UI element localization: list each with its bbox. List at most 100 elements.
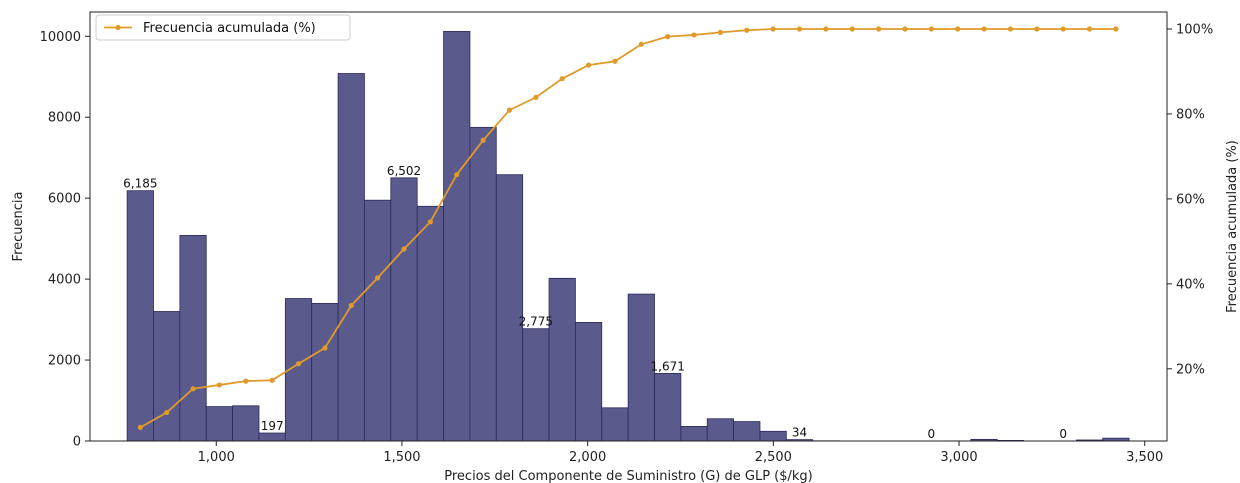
y2-tick-label: 80%	[1176, 107, 1205, 122]
cumulative-series-line	[139, 28, 1116, 429]
histogram-bar	[258, 432, 286, 442]
histogram-bar	[574, 322, 603, 442]
cumulative-point	[1060, 26, 1066, 32]
cumulative-point	[770, 26, 776, 32]
histogram-bar	[759, 430, 787, 442]
bar-data-label: 2,775	[519, 315, 553, 329]
x-tick-label: 3,500	[1126, 450, 1163, 465]
x-tick-label: 1,500	[383, 450, 420, 465]
cumulative-point	[137, 424, 143, 431]
histogram-bar	[706, 418, 735, 442]
histogram-bars	[126, 31, 1130, 442]
histogram-bar	[548, 277, 576, 442]
y-tick-label: 4000	[48, 273, 81, 288]
bar-data-label: 0	[1059, 427, 1067, 441]
histogram-bar	[153, 311, 181, 442]
cumulative-point	[955, 26, 961, 32]
x-tick-label: 3,000	[940, 450, 977, 465]
histogram-bar	[337, 73, 365, 442]
bar-data-label: 34	[792, 426, 807, 440]
histogram-bar	[469, 126, 497, 442]
x-axis: 1,000 1,500 2,000 2,500 3,000 3,500	[198, 441, 1163, 465]
cumulative-point	[506, 107, 513, 113]
cumulative-point	[322, 345, 328, 351]
histogram-bar	[311, 302, 339, 442]
cumulative-point	[1113, 26, 1119, 32]
histogram-bar	[733, 421, 761, 442]
cumulative-point	[981, 26, 987, 32]
legend-label: Frecuencia acumulada (%)	[143, 21, 316, 36]
legend-box	[95, 14, 351, 41]
cumulative-point	[454, 172, 460, 178]
cumulative-point	[849, 26, 855, 32]
cumulative-point	[427, 219, 433, 225]
cumulative-line	[137, 26, 1119, 431]
cumulative-point	[190, 386, 196, 392]
plot-frame	[89, 11, 1168, 442]
cumulative-point	[612, 58, 618, 64]
y-tick-label: 10000	[40, 30, 81, 45]
cumulative-point	[559, 76, 565, 82]
cumulative-point	[585, 62, 592, 68]
cumulative-point	[638, 41, 644, 47]
y-tick-label: 0	[73, 435, 81, 450]
cumulative-point	[717, 29, 724, 35]
cumulative-point	[243, 378, 249, 384]
histogram-bar	[680, 426, 708, 442]
y-tick-label: 2000	[48, 354, 81, 369]
histogram-bar	[654, 372, 682, 442]
legend-marker-swatch	[115, 24, 121, 31]
y2-tick-label: 40%	[1176, 277, 1205, 292]
cumulative-point	[164, 409, 170, 416]
histogram-bar	[627, 293, 655, 442]
cumulative-point	[876, 26, 882, 32]
cumulative-point	[480, 137, 486, 143]
histogram-bar	[390, 177, 418, 442]
cumulative-point	[823, 26, 829, 32]
y-tick-label: 6000	[48, 192, 81, 207]
cumulative-point	[295, 361, 302, 367]
cumulative-point	[375, 275, 381, 281]
histogram-bar	[205, 406, 234, 442]
legend: Frecuencia acumulada (%)	[95, 14, 351, 41]
x-tick-label: 2,500	[755, 450, 792, 465]
histogram-bar	[232, 405, 260, 442]
cumulative-point	[928, 26, 934, 32]
cumulative-point	[902, 26, 908, 32]
histogram-bar	[126, 190, 154, 442]
cumulative-point	[269, 377, 275, 383]
histogram-bar	[416, 205, 444, 442]
bar-data-label: 197	[261, 419, 284, 433]
cumulative-point	[796, 26, 803, 32]
bar-data-label: 6,185	[123, 177, 157, 191]
histogram-bar	[443, 31, 471, 442]
histogram-bar	[495, 174, 524, 442]
cumulative-point	[533, 94, 539, 100]
y-tick-label: 8000	[48, 111, 81, 126]
histogram-bar	[522, 328, 550, 442]
x-tick-label: 1,000	[198, 450, 235, 465]
histogram-bar	[601, 407, 629, 442]
cumulative-point	[348, 302, 354, 309]
cumulative-point	[1086, 26, 1093, 32]
cumulative-point	[216, 382, 223, 388]
bar-data-labels: 6,185 197 6,502 2,775 1,671 34 0 0	[123, 164, 1067, 441]
y2-tick-label: 20%	[1176, 362, 1205, 377]
bar-data-label: 1,671	[651, 359, 685, 373]
y-axis-label: Frecuencia	[11, 192, 26, 262]
y2-tick-label: 60%	[1176, 192, 1205, 207]
cumulative-point	[1034, 26, 1040, 32]
y-axis-left: 0 2000 4000 6000 8000 10000	[40, 30, 90, 450]
histogram-bar	[364, 199, 392, 442]
cumulative-point	[744, 27, 750, 33]
cumulative-point	[1007, 26, 1014, 32]
y2-tick-label: 100%	[1176, 22, 1213, 37]
histogram-bar	[179, 235, 207, 442]
cumulative-point	[691, 32, 697, 38]
y-axis-right: 20% 40% 60% 80% 100%	[1167, 22, 1213, 377]
cumulative-point	[665, 34, 671, 40]
x-tick-label: 2,000	[569, 450, 606, 465]
y2-axis-label: Frecuencia acumulada (%)	[1225, 140, 1240, 313]
x-axis-label: Precios del Componente de Suministro (G)…	[444, 469, 813, 483]
